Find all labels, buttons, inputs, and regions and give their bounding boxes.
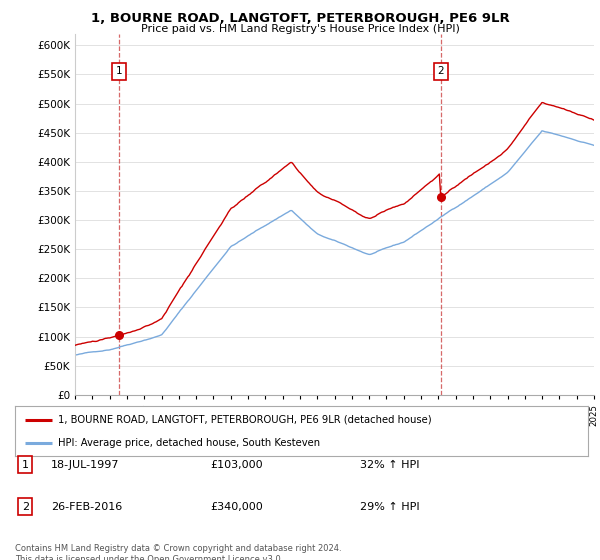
Text: 1: 1 <box>22 460 29 470</box>
Text: HPI: Average price, detached house, South Kesteven: HPI: Average price, detached house, Sout… <box>58 438 320 448</box>
Text: 1, BOURNE ROAD, LANGTOFT, PETERBOROUGH, PE6 9LR: 1, BOURNE ROAD, LANGTOFT, PETERBOROUGH, … <box>91 12 509 25</box>
Text: Contains HM Land Registry data © Crown copyright and database right 2024.
This d: Contains HM Land Registry data © Crown c… <box>15 544 341 560</box>
Text: 18-JUL-1997: 18-JUL-1997 <box>51 460 119 470</box>
Text: 2: 2 <box>22 502 29 512</box>
Text: £103,000: £103,000 <box>210 460 263 470</box>
Text: 1, BOURNE ROAD, LANGTOFT, PETERBOROUGH, PE6 9LR (detached house): 1, BOURNE ROAD, LANGTOFT, PETERBOROUGH, … <box>58 414 431 424</box>
Text: £340,000: £340,000 <box>210 502 263 512</box>
Text: 29% ↑ HPI: 29% ↑ HPI <box>360 502 419 512</box>
Text: 1: 1 <box>116 67 122 77</box>
Text: 26-FEB-2016: 26-FEB-2016 <box>51 502 122 512</box>
Text: Price paid vs. HM Land Registry's House Price Index (HPI): Price paid vs. HM Land Registry's House … <box>140 24 460 34</box>
Text: 32% ↑ HPI: 32% ↑ HPI <box>360 460 419 470</box>
Text: 2: 2 <box>437 67 444 77</box>
